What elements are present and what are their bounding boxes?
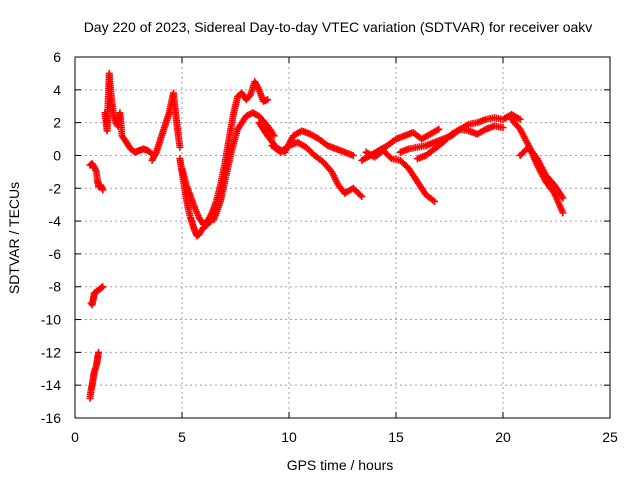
axis-ticks — [74, 56, 611, 419]
series-seg5 — [148, 89, 184, 164]
series-seg16 — [508, 115, 567, 217]
series-seg2 — [87, 283, 107, 309]
y-tick-label: -6 — [49, 246, 62, 262]
series-seg15 — [413, 122, 507, 163]
data-point — [386, 153, 394, 161]
y-tick-label: 4 — [53, 82, 61, 98]
data-point — [99, 186, 107, 194]
data-points — [86, 69, 567, 402]
data-point — [358, 192, 366, 200]
x-tick-label: 15 — [388, 429, 404, 445]
data-point — [499, 124, 507, 132]
data-point — [559, 194, 567, 202]
series-seg13 — [362, 147, 439, 205]
series-seg11 — [268, 138, 366, 200]
series-seg8 — [208, 78, 272, 217]
data-point — [95, 348, 103, 356]
series-seg17 — [516, 143, 567, 202]
y-tick-label: -16 — [41, 410, 61, 426]
series-seg4 — [101, 69, 156, 158]
data-point — [270, 132, 278, 140]
x-tick-label: 5 — [178, 429, 186, 445]
y-tick-labels: -16 -14 -12 -10 -8 -6 -4 -2 0 2 4 6 — [41, 49, 61, 426]
data-point — [356, 191, 364, 199]
y-tick-label: -10 — [41, 312, 61, 328]
series-seg9 — [210, 109, 278, 223]
data-point — [98, 284, 106, 292]
y-tick-label: -12 — [41, 344, 61, 360]
y-tick-label: 6 — [53, 49, 61, 65]
data-point — [349, 151, 357, 159]
x-axis-label: GPS time / hours — [287, 457, 394, 473]
x-tick-label: 20 — [495, 429, 511, 445]
y-tick-label: 2 — [53, 115, 61, 131]
y-tick-label: -8 — [49, 279, 62, 295]
x-tick-labels: 0 5 10 15 20 25 — [71, 429, 618, 445]
x-tick-label: 0 — [71, 429, 79, 445]
series-seg3 — [86, 160, 107, 194]
x-tick-label: 10 — [281, 429, 297, 445]
data-point — [264, 96, 272, 104]
y-tick-label: -2 — [49, 180, 62, 196]
chart-title: Day 220 of 2023, Sidereal Day-to-day VTE… — [84, 19, 593, 35]
x-tick-label: 25 — [602, 429, 618, 445]
plot-frame — [74, 56, 611, 419]
grid — [75, 57, 610, 418]
y-tick-label: -4 — [49, 213, 62, 229]
y-axis-label: SDTVAR / TECUs — [6, 182, 22, 294]
y-tick-label: -14 — [41, 377, 61, 393]
data-point — [559, 209, 567, 217]
data-point — [516, 115, 524, 123]
data-point — [99, 283, 107, 291]
series-seg10 — [255, 119, 357, 159]
data-point — [431, 197, 439, 205]
series-seg1 — [86, 348, 103, 402]
data-point — [176, 143, 184, 151]
y-tick-label: 0 — [53, 147, 61, 163]
data-point — [435, 125, 443, 133]
